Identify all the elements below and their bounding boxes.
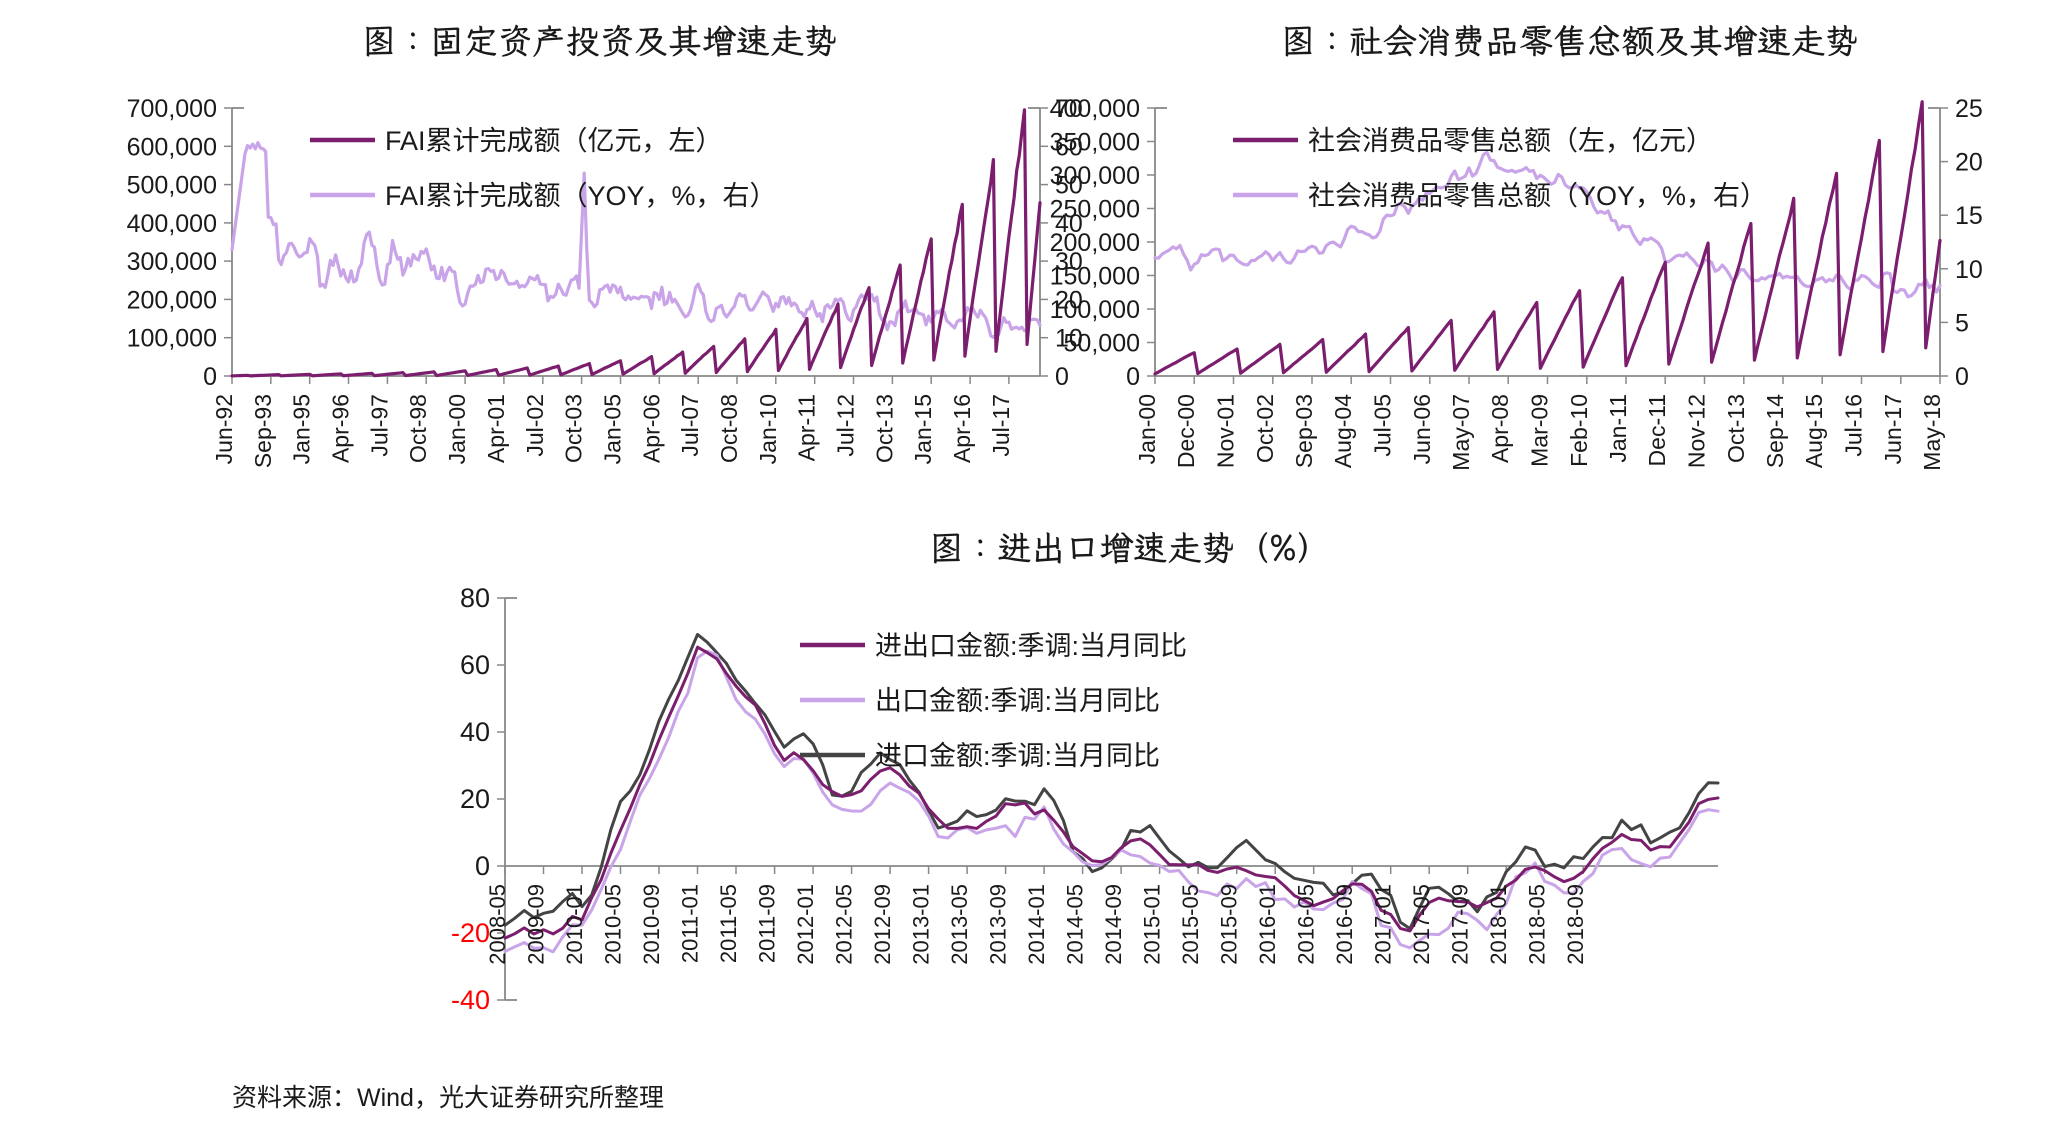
svg-text:2014-01: 2014-01 [1024,884,1049,965]
svg-text:2012-09: 2012-09 [870,884,895,965]
svg-text:2018-01: 2018-01 [1486,884,1511,965]
svg-text:出口金额:季调:当月同比: 出口金额:季调:当月同比 [875,686,1160,716]
svg-text:40: 40 [460,717,490,747]
svg-text:60: 60 [460,650,490,680]
svg-text:2010-05: 2010-05 [601,884,626,965]
svg-text:2017-01: 2017-01 [1371,884,1396,965]
svg-text:2012-01: 2012-01 [793,884,818,965]
svg-text:2017-09: 2017-09 [1448,884,1473,965]
svg-text:2013-09: 2013-09 [986,884,1011,965]
svg-text:80: 80 [460,583,490,613]
svg-text:2015-01: 2015-01 [1140,884,1165,965]
svg-text:2011-01: 2011-01 [678,884,703,963]
svg-text:2015-05: 2015-05 [1178,884,1203,965]
svg-text:2018-05: 2018-05 [1525,884,1550,965]
svg-text:进出口金额:季调:当月同比: 进出口金额:季调:当月同比 [875,631,1187,661]
svg-text:2010-09: 2010-09 [639,884,664,965]
svg-text:20: 20 [460,784,490,814]
svg-text:2011-05: 2011-05 [716,884,741,963]
svg-text:2008-05: 2008-05 [485,884,510,965]
svg-text:2016-05: 2016-05 [1294,884,1319,965]
svg-text:2009-09: 2009-09 [524,884,549,965]
svg-text:2010-01: 2010-01 [562,884,587,965]
svg-text:0: 0 [475,851,490,881]
svg-text:进口金额:季调:当月同比: 进口金额:季调:当月同比 [875,741,1160,771]
svg-text:2016-01: 2016-01 [1255,884,1280,965]
svg-text:2015-09: 2015-09 [1217,884,1242,965]
svg-text:2016-09: 2016-09 [1332,884,1357,965]
svg-text:-40: -40 [451,985,490,1015]
svg-text:2011-09: 2011-09 [755,884,780,963]
svg-text:2018-09: 2018-09 [1563,884,1588,965]
svg-text:2013-05: 2013-05 [947,884,972,965]
svg-text:2014-09: 2014-09 [1101,884,1126,965]
svg-text:2014-05: 2014-05 [1063,884,1088,965]
svg-text:2017-05: 2017-05 [1409,884,1434,965]
svg-text:2012-05: 2012-05 [832,884,857,965]
svg-text:2013-01: 2013-01 [909,884,934,965]
